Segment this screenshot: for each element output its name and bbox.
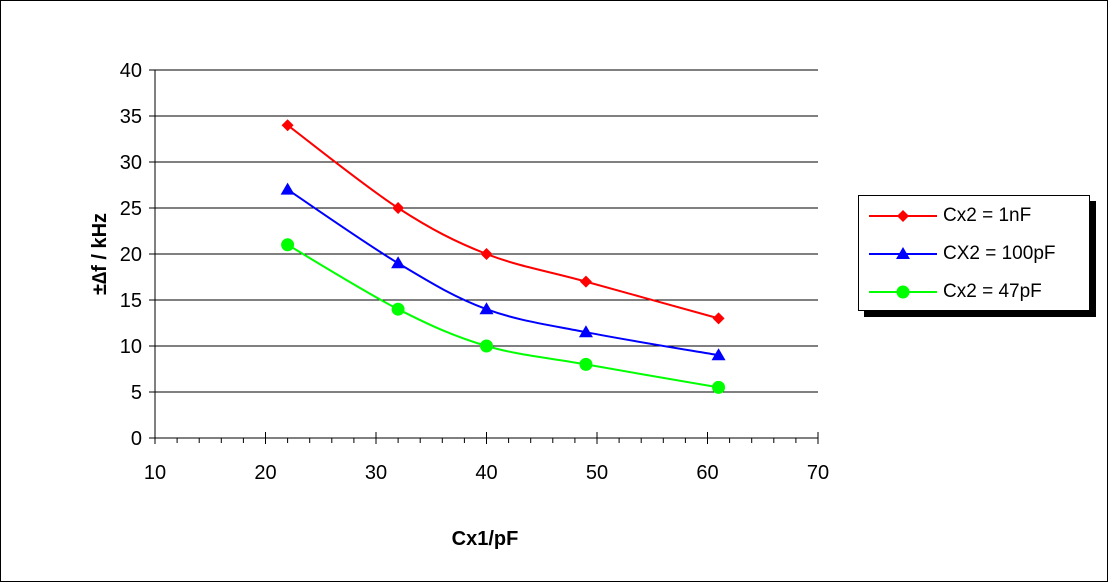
series-layer (280, 119, 726, 394)
series-3 (281, 238, 726, 394)
data-point-2-49 (578, 325, 593, 338)
y-tick-label-30: 30 (120, 152, 142, 174)
legend-item-3: Cx2 = 47pF (867, 274, 1042, 310)
y-axis-title: ±∆f / kHz (89, 213, 111, 295)
x-axis-title: Cx1/pF (452, 528, 519, 550)
data-point-2-40 (479, 302, 494, 315)
legend-marker-2 (896, 247, 910, 259)
x-tick-label-60: 60 (696, 462, 718, 484)
series-line-3 (287, 243, 719, 389)
y-tick-label-15: 15 (120, 290, 142, 312)
legend-label-1nf: Cx2 = 1nF (943, 205, 1032, 226)
legend: Cx2 = 1nF CX2 = 100pF Cx2 = 47pF (858, 195, 1090, 311)
series-2 (280, 182, 726, 361)
y-tick-label-35: 35 (120, 106, 142, 128)
legend-swatch-1nf (869, 210, 937, 222)
axes: 0 5 10 15 20 25 30 35 40 10 20 30 40 50 60 70 (120, 60, 829, 484)
data-point-3-32 (391, 302, 405, 316)
data-point-1-40 (480, 248, 493, 260)
data-point-1-22 (281, 119, 294, 132)
y-tick-label-5: 5 (131, 382, 142, 404)
y-tick-label-10: 10 (120, 336, 142, 358)
series-1 (281, 119, 725, 325)
data-point-2-61 (711, 348, 726, 361)
legend-swatch-47pf (869, 285, 937, 299)
y-tick-label-40: 40 (120, 60, 142, 82)
data-point-2-32 (391, 256, 406, 269)
legend-swatch-100pf (869, 247, 937, 259)
x-tick-label-30: 30 (365, 462, 387, 484)
y-tick-label-0: 0 (131, 428, 142, 450)
gridlines (155, 69, 818, 393)
data-point-3-61 (712, 380, 726, 394)
x-tick-label-70: 70 (807, 462, 829, 484)
legend-marker-1 (897, 210, 909, 222)
data-point-3-40 (480, 339, 493, 353)
legend-label-47pf: Cx2 = 47pF (943, 281, 1042, 302)
y-tick-label-20: 20 (120, 244, 142, 266)
data-point-2-22 (280, 182, 295, 195)
data-point-1-49 (579, 275, 592, 288)
legend-label-100pf: CX2 = 100pF (943, 243, 1056, 264)
x-tick-label-10: 10 (144, 462, 166, 484)
data-point-3-22 (281, 238, 295, 252)
y-tick-label-25: 25 (120, 198, 142, 220)
legend-marker-3 (896, 285, 910, 299)
series-line-1 (287, 124, 719, 320)
x-tick-label-50: 50 (586, 462, 608, 484)
x-tick-label-40: 40 (475, 462, 497, 484)
data-point-1-32 (392, 202, 405, 214)
x-tick-label-20: 20 (254, 462, 276, 484)
data-point-3-49 (579, 357, 593, 371)
series-line-2 (287, 188, 719, 357)
legend-item-2: CX2 = 100pF (867, 236, 1056, 272)
legend-item-1: Cx2 = 1nF (867, 198, 1031, 234)
data-point-1-61 (712, 312, 725, 325)
